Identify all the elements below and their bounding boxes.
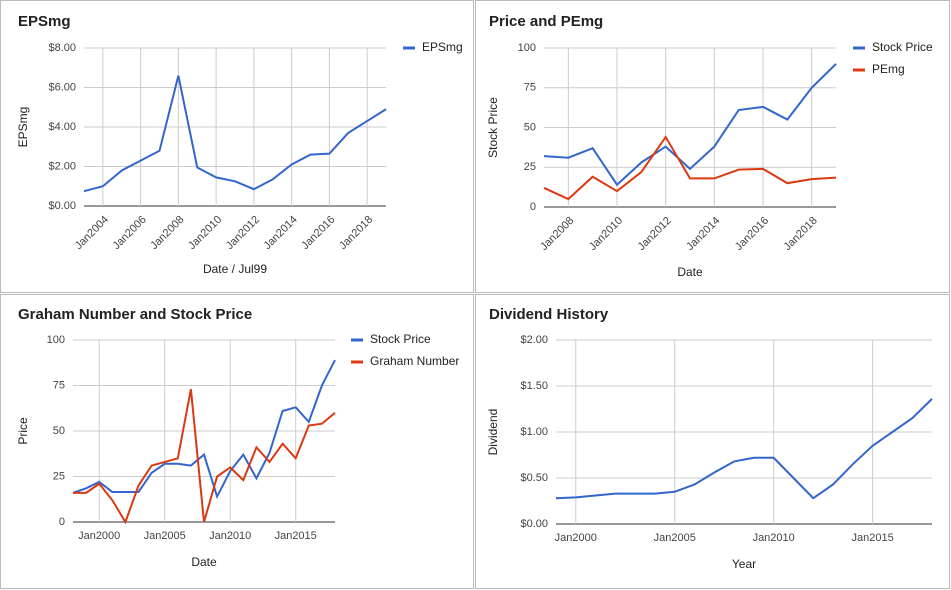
y-tick-label: 0 (59, 516, 65, 528)
series-line (72, 359, 336, 500)
y-tick-label: 50 (53, 425, 65, 437)
y-tick-label: 100 (47, 334, 65, 346)
series-line (543, 135, 837, 201)
x-axis-title: Date (677, 265, 703, 279)
x-tick-label: Jan2005 (654, 532, 696, 544)
x-axis-title: Date / Jul99 (203, 262, 267, 276)
y-tick-label: 25 (53, 470, 65, 482)
y-tick-label: 0 (530, 201, 536, 213)
x-tick-label: Jan2000 (555, 532, 597, 544)
y-tick-label: $4.00 (48, 121, 76, 133)
legend-label: PEmg (872, 62, 905, 76)
x-axis-title: Date (191, 555, 217, 569)
y-tick-label: $2.00 (520, 334, 548, 346)
panel (475, 0, 950, 293)
panel (475, 294, 950, 589)
series-line (543, 63, 837, 187)
y-tick-label: 100 (518, 42, 536, 54)
y-tick-label: $2.00 (48, 160, 76, 172)
chart-title: Graham Number and Stock Price (18, 306, 252, 323)
legend-label: Stock Price (370, 332, 431, 346)
panel (0, 0, 474, 293)
legend-label: Stock Price (872, 40, 933, 54)
x-tick-label: Jan2015 (275, 530, 317, 542)
y-tick-label: $6.00 (48, 81, 76, 93)
panel (0, 294, 474, 589)
x-axis-title: Year (732, 557, 756, 571)
y-tick-label: 75 (53, 379, 65, 391)
legend-label: EPSmg (422, 40, 463, 54)
legend-label: Graham Number (370, 354, 459, 368)
y-axis-title: Stock Price (486, 97, 500, 158)
y-tick-label: 75 (524, 82, 536, 94)
x-tick-label: Jan2010 (209, 530, 251, 542)
series-line (73, 388, 336, 525)
x-tick-label: Jan2000 (78, 530, 120, 542)
y-tick-label: 25 (524, 161, 536, 173)
x-tick-label: Jan2015 (852, 532, 894, 544)
chart-title: Dividend History (489, 306, 609, 323)
y-axis-title: Price (16, 417, 30, 445)
x-tick-label: Jan2010 (753, 532, 795, 544)
y-tick-label: $8.00 (48, 42, 76, 54)
y-tick-label: $0.50 (520, 472, 548, 484)
y-tick-label: $1.00 (520, 426, 548, 438)
y-axis-title: EPSmg (16, 107, 30, 148)
y-axis-title: Dividend (486, 409, 500, 456)
y-tick-label: $0.00 (48, 200, 76, 212)
series-line (83, 75, 387, 193)
x-tick-label: Jan2005 (144, 530, 186, 542)
y-tick-label: $1.50 (520, 380, 548, 392)
chart-title: EPSmg (18, 13, 71, 30)
chart-title: Price and PEmg (489, 13, 603, 30)
y-tick-label: $0.00 (520, 518, 548, 530)
y-tick-label: 50 (524, 121, 536, 133)
series-line (555, 398, 933, 500)
